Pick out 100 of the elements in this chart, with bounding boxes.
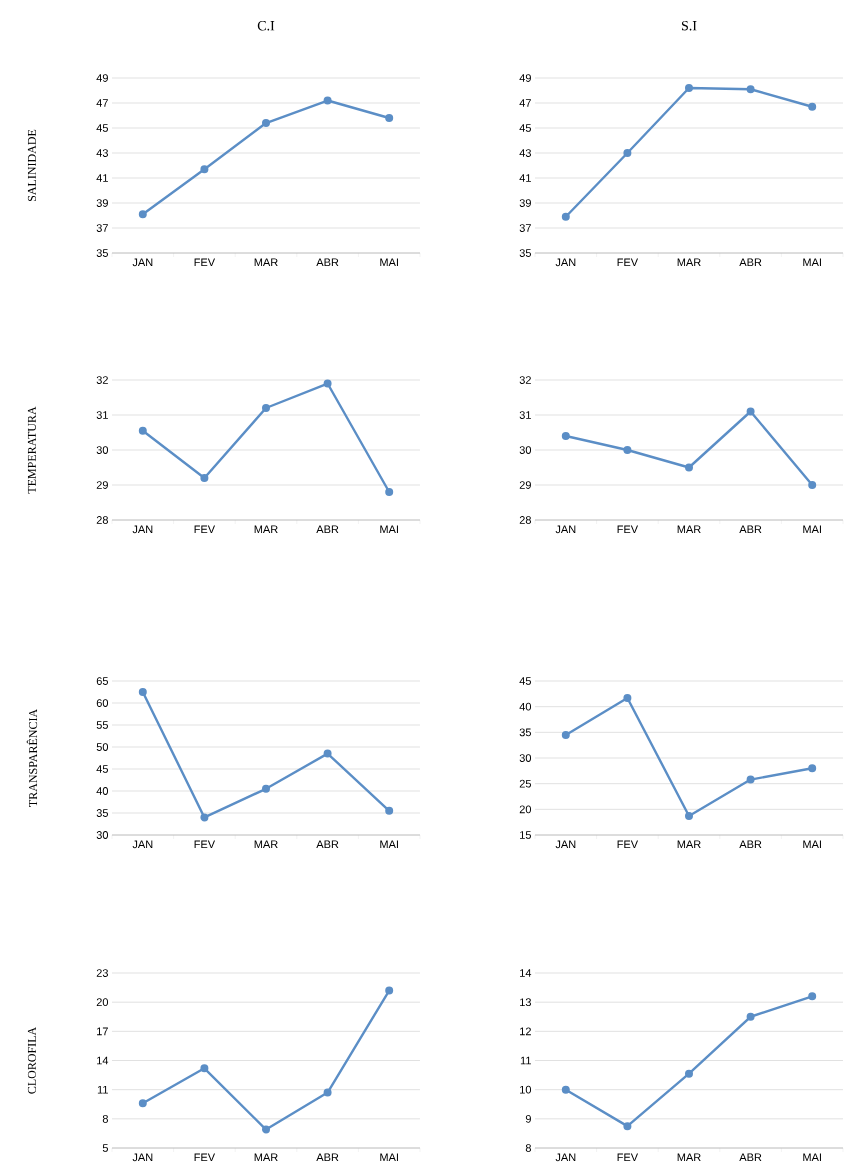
point [685,812,693,821]
point [200,474,209,483]
point [323,1088,332,1097]
point [623,1122,632,1131]
x-tick-label: ABR [316,525,339,534]
y-tick-label: 41 [519,174,531,182]
y-tick-label: 20 [519,805,532,814]
point [685,84,693,93]
x-tick-label: FEV [617,258,639,267]
y-tick-label: 29 [96,481,108,489]
point [385,114,394,123]
y-tick-label: 39 [519,199,531,207]
y-tick-label: 49 [96,74,108,82]
x-tick-label: MAR [677,1153,701,1162]
point [746,1012,755,1021]
x-tick-label: JAN [555,840,576,849]
point [746,407,755,416]
point [262,784,270,793]
x-tick-label: JAN [132,1153,153,1162]
x-tick-label: MAI [380,1153,398,1162]
y-tick-label: 35 [519,728,531,737]
x-tick-label: JAN [132,840,153,849]
y-tick-label: 13 [520,998,531,1007]
point [561,212,570,221]
y-tick-label: 29 [519,481,531,489]
point [808,481,817,490]
point [808,992,817,1001]
y-tick-label: 40 [96,787,109,795]
y-tick-label: 20 [96,998,109,1007]
x-tick-label: JAN [555,1153,576,1162]
x-tick-label: FEV [194,258,216,267]
chart-title: C.I [257,21,275,31]
point [262,404,270,413]
point [746,85,755,94]
y-tick-label: 45 [96,765,108,773]
y-tick-label: 5 [102,1144,108,1152]
x-tick-label: MAR [254,525,278,534]
y-tick-label: 30 [96,831,109,839]
y-tick-label: 39 [96,199,108,207]
x-tick-label: MAR [254,1153,278,1162]
x-tick-label: FEV [194,840,216,849]
x-tick-label: ABR [739,840,762,849]
y-tick-label: 35 [519,249,531,257]
y-tick-label: 55 [96,721,108,729]
x-tick-label: MAI [803,525,821,534]
x-tick-label: MAR [677,840,701,849]
point [323,379,332,388]
y-tick-label: 45 [519,124,531,132]
y-tick-label: 11 [520,1056,531,1065]
x-tick-label: FEV [194,525,216,534]
y-tick-label: 12 [520,1027,531,1036]
x-tick-label: MAR [677,525,701,534]
y-tick-label: 41 [96,174,108,182]
point [623,693,632,702]
x-tick-label: MAR [677,258,701,267]
point [746,775,755,784]
y-tick-label: 30 [96,446,109,454]
x-tick-label: MAI [803,1153,821,1162]
y-tick-label: 28 [96,516,108,524]
x-tick-label: JAN [555,525,576,534]
y-tick-label: 47 [96,99,108,107]
y-tick-label: 60 [96,699,109,707]
x-tick-label: MAR [254,258,278,267]
point [200,1064,209,1073]
point [808,102,817,111]
y-tick-label: 31 [96,411,108,419]
chart-title: S.I [681,21,697,31]
point [561,432,570,441]
y-tick-label: 35 [96,809,108,817]
y-axis-title: CLOROFILA [27,1026,36,1094]
y-tick-label: 50 [96,743,109,751]
point [200,165,209,174]
y-tick-label: 10 [520,1085,532,1094]
y-tick-label: 9 [525,1114,531,1123]
x-tick-label: ABR [316,840,339,849]
y-tick-label: 15 [520,831,531,839]
point [385,806,394,815]
point [623,446,632,455]
x-tick-label: MAI [803,258,821,267]
y-tick-label: 31 [519,411,531,419]
y-axis-title: TEMPERATURA [27,406,36,494]
y-tick-label: 14 [97,1056,109,1065]
y-tick-label: 40 [519,702,532,711]
x-tick-label: MAI [380,258,398,267]
point [385,488,394,497]
y-tick-label: 14 [520,969,532,977]
point [262,1125,270,1134]
y-tick-label: 43 [519,149,531,157]
y-tick-label: 32 [519,376,531,384]
point [138,688,147,697]
point [323,96,332,105]
point [623,149,632,158]
point [138,210,147,219]
y-tick-label: 65 [96,677,108,685]
point [200,813,209,822]
y-tick-label: 8 [525,1144,531,1152]
point [561,1085,570,1094]
y-tick-label: 8 [102,1114,108,1123]
y-tick-label: 30 [519,446,532,454]
x-tick-label: FEV [617,525,639,534]
